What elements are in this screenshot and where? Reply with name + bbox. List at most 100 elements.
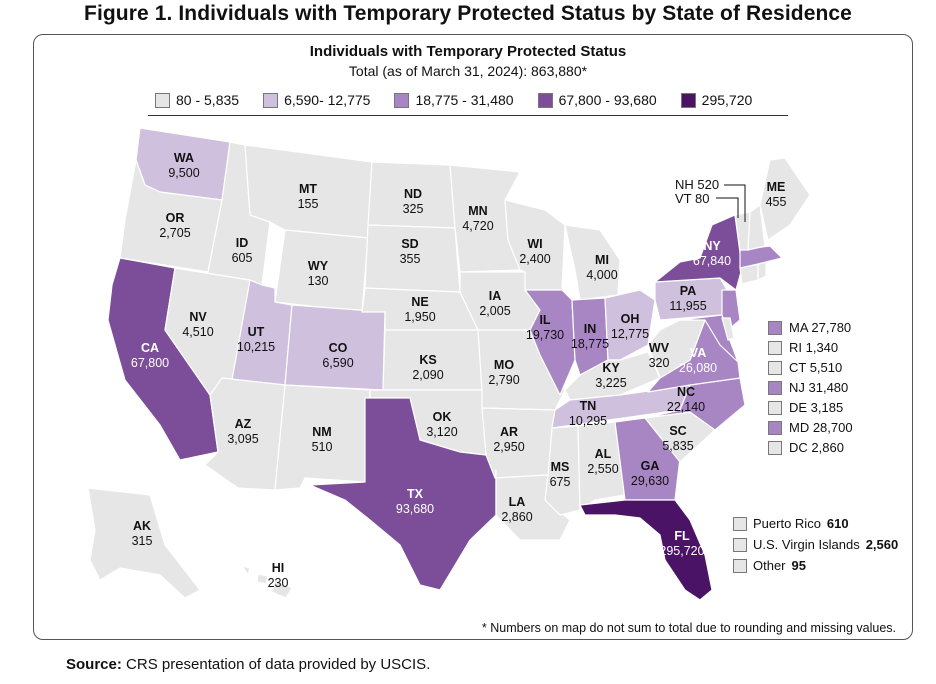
legend-item: 6,590- 12,775: [263, 90, 370, 110]
label-az: AZ 3,095: [227, 417, 258, 446]
label-al: AL 2,550: [587, 447, 618, 476]
state-al: [577, 421, 626, 511]
territory-key: U.S. Virgin Islands 2,560: [733, 537, 898, 552]
state-value: 2,950: [493, 440, 524, 454]
figure-title: Figure 1. Individuals with Temporary Pro…: [84, 2, 852, 25]
state-abbr: FL: [674, 529, 690, 543]
source-label: Source:: [66, 656, 122, 673]
label-hi: HI 230: [268, 561, 289, 590]
callout-nh: NH 520: [675, 177, 720, 192]
legend-label: 67,800 - 93,680: [558, 92, 657, 108]
callout-vt: VT 80: [675, 191, 710, 206]
label-wy: WY 130: [308, 259, 329, 288]
small-state-key: DC 2,860: [768, 440, 844, 455]
state-value: 9,500: [168, 166, 199, 180]
state-tx: [309, 397, 497, 591]
label-wa: WA 9,500: [168, 151, 199, 180]
label-nv: NV 4,510: [182, 310, 213, 339]
legend-swatch: [263, 92, 279, 108]
legend-label: 295,720: [701, 92, 753, 108]
callout-lines: [716, 184, 746, 222]
state-value: 93,680: [396, 502, 434, 516]
state-ri: [757, 261, 767, 281]
legend-swatch: [394, 92, 410, 108]
label-or: OR 2,705: [159, 211, 190, 240]
state-value: 1,950: [404, 310, 435, 324]
territory-name: Puerto Rico: [753, 516, 821, 531]
state-value: 10,215: [237, 340, 275, 354]
small-state-swatch: [768, 380, 782, 395]
state-abbr: AZ: [235, 417, 252, 431]
label-nm: NM 510: [312, 425, 333, 454]
state-fl: [579, 499, 713, 601]
state-ga: [614, 417, 681, 501]
state-value: 3,225: [595, 376, 626, 390]
state-abbr: WY: [308, 259, 329, 273]
label-me: ME 455: [766, 180, 787, 209]
state-value: 67,840: [693, 254, 731, 268]
small-state-label: NJ 31,480: [789, 380, 849, 395]
state-value: 10,295: [569, 414, 607, 428]
label-tx: TX 93,680: [396, 487, 434, 516]
label-wi: WI 2,400: [519, 237, 550, 266]
state-value: 19,730: [526, 328, 564, 342]
state-abbr: MN: [468, 204, 487, 218]
state-nh: [747, 204, 766, 251]
label-ga: GA 29,630: [631, 459, 669, 488]
small-state-swatch: [768, 320, 782, 335]
legend-swatch: [680, 92, 696, 108]
label-ia: IA 2,005: [479, 289, 510, 318]
state-abbr: NY: [703, 239, 721, 253]
territory-key: Other 95: [733, 558, 806, 573]
state-abbr: MT: [299, 182, 317, 196]
state-value: 2,550: [587, 462, 618, 476]
state-abbr: SC: [669, 424, 686, 438]
territory-swatch: [733, 558, 747, 573]
state-value: 325: [403, 202, 424, 216]
small-state-swatch: [768, 340, 782, 355]
label-sc: SC 5,835: [662, 424, 693, 453]
legend-label: 80 - 5,835: [176, 92, 240, 108]
state-value: 6,590: [322, 356, 353, 370]
state-value: 320: [649, 356, 670, 370]
state-abbr: OR: [166, 211, 185, 225]
label-ks: KS 2,090: [412, 353, 443, 382]
legend-swatch: [155, 92, 170, 108]
label-mo: MO 2,790: [488, 358, 519, 387]
state-ma: [739, 245, 783, 269]
state-abbr: CA: [141, 341, 159, 355]
label-nd: ND 325: [403, 187, 424, 216]
state-abbr: AL: [595, 447, 612, 461]
small-state-swatch: [768, 360, 782, 375]
legend-label: 18,775 - 31,480: [415, 92, 514, 108]
state-value: 26,080: [679, 361, 717, 375]
state-value: 2,705: [159, 226, 190, 240]
state-value: 2,400: [519, 252, 550, 266]
small-state-key: RI 1,340: [768, 340, 838, 355]
source-text: CRS presentation of data provided by USC…: [121, 656, 431, 673]
legend-item: 80 - 5,835: [155, 90, 239, 110]
label-mi: MI 4,000: [586, 253, 617, 282]
state-abbr: LA: [509, 495, 526, 509]
state-abbr: WI: [527, 237, 542, 251]
state-hi: [241, 565, 293, 599]
small-state-key: MA 27,780: [768, 320, 851, 335]
state-abbr: HI: [272, 561, 285, 575]
label-la: LA 2,860: [501, 495, 532, 524]
state-mi: [564, 224, 621, 301]
state-value: 455: [766, 195, 787, 209]
state-value: 11,955: [669, 299, 706, 313]
state-value: 315: [132, 534, 153, 548]
callout-line-nh: [724, 184, 746, 222]
label-il: IL 19,730: [526, 313, 564, 342]
small-state-label: RI 1,340: [789, 340, 839, 355]
label-ar: AR 2,950: [493, 425, 524, 454]
legend-swatch: [537, 92, 553, 108]
state-value: 510: [312, 440, 333, 454]
state-abbr: NC: [677, 385, 695, 399]
territory-swatch: [733, 516, 747, 531]
small-state-swatch: [768, 420, 782, 435]
map-subtitle: Total (as of March 31, 2024): 863,880*: [348, 63, 588, 79]
territory-name: Other: [753, 558, 786, 573]
state-value: 605: [232, 251, 253, 265]
